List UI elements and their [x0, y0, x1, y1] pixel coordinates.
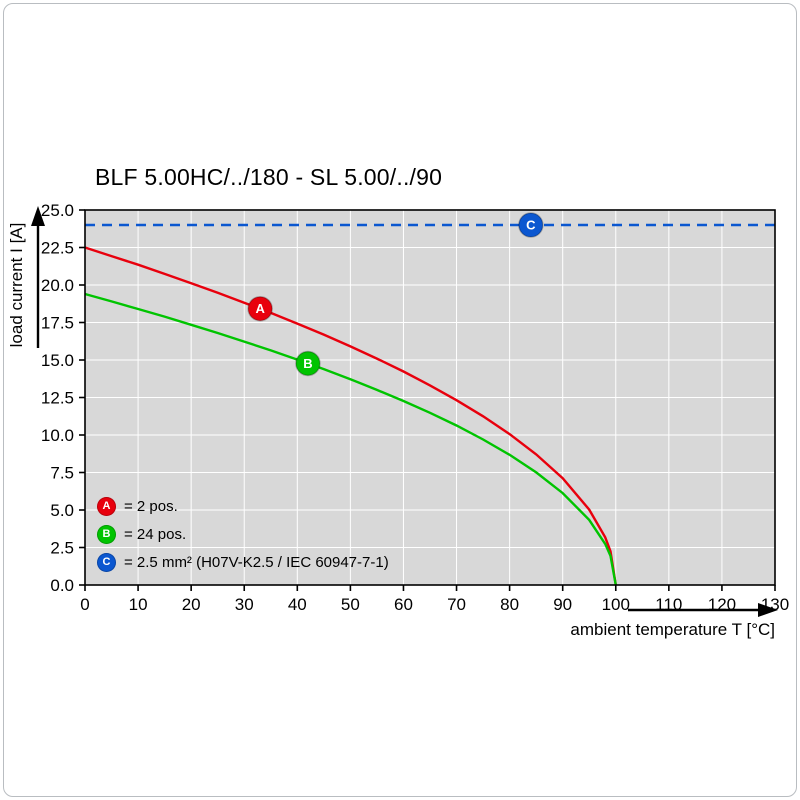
- curve-A: [84, 246, 617, 586]
- x-tick-label: 100: [602, 595, 630, 614]
- y-tick-label: 7.5: [50, 464, 74, 483]
- y-axis-arrow-head-icon: [31, 206, 45, 226]
- y-tick-label: 25.0: [41, 201, 74, 220]
- x-axis-arrow-head-icon: [758, 603, 778, 617]
- y-tick-label: 12.5: [41, 389, 74, 408]
- legend-item-c: C = 2.5 mm² (H07V-K2.5 / IEC 60947-7-1): [97, 550, 389, 574]
- curve-marker-letter: C: [526, 218, 536, 233]
- curve-marker-A: [247, 295, 273, 322]
- x-tick-label: 40: [288, 595, 307, 614]
- y-tick-label: 0.0: [50, 576, 74, 595]
- curve-marker-C: [518, 212, 544, 238]
- y-tick-label: 10.0: [41, 426, 74, 445]
- legend-item-a: A = 2 pos.: [97, 494, 389, 518]
- x-tick-label: 70: [447, 595, 466, 614]
- y-tick-label: 17.5: [41, 314, 74, 333]
- x-tick-label: 80: [500, 595, 519, 614]
- y-tick-label: 2.5: [50, 539, 74, 558]
- legend-marker-c-icon: C: [97, 552, 116, 572]
- legend-marker-b-icon: B: [97, 524, 116, 544]
- y-tick-label: 5.0: [50, 501, 74, 520]
- legend-item-b: B = 24 pos.: [97, 522, 389, 546]
- x-tick-label: 20: [182, 595, 201, 614]
- legend-marker-letter: A: [102, 500, 111, 512]
- curve-marker-letter: A: [255, 301, 265, 316]
- y-tick-label: 22.5: [41, 239, 74, 258]
- curve-marker-B: [295, 350, 321, 377]
- legend-marker-a-icon: A: [97, 496, 116, 516]
- y-tick-label: 20.0: [41, 276, 74, 295]
- x-tick-label: 10: [129, 595, 148, 614]
- legend-label-c: = 2.5 mm² (H07V-K2.5 / IEC 60947-7-1): [124, 553, 389, 571]
- y-tick-label: 15.0: [41, 351, 74, 370]
- x-axis-label: ambient temperature T [°C]: [570, 620, 775, 639]
- legend-marker-letter: B: [102, 528, 111, 540]
- legend-marker-letter: C: [102, 556, 111, 568]
- curve-marker-letter: B: [303, 356, 312, 371]
- x-tick-label: 90: [553, 595, 572, 614]
- chart-title: BLF 5.00HC/../180 - SL 5.00/../90: [95, 164, 443, 190]
- legend-label-b: = 24 pos.: [124, 525, 187, 543]
- legend: A = 2 pos. B = 24 pos. C = 2.5 mm² (H07V…: [97, 494, 389, 574]
- legend-label-a: = 2 pos.: [124, 497, 178, 515]
- x-tick-label: 30: [235, 595, 254, 614]
- x-tick-label: 50: [341, 595, 360, 614]
- curve-B: [84, 292, 617, 586]
- x-tick-label: 60: [394, 595, 413, 614]
- x-tick-label: 0: [80, 595, 89, 614]
